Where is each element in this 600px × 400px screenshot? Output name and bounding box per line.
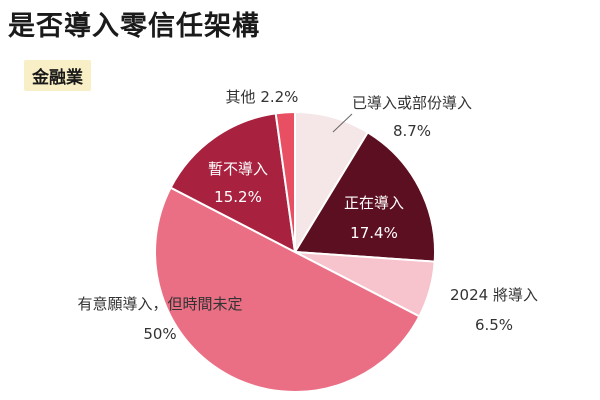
industry-badge: 金融業 xyxy=(24,60,91,91)
pie-slice-undecided xyxy=(154,186,421,393)
pie-slice-in-progress xyxy=(293,131,437,263)
slice-value-2024: 6.5% xyxy=(475,316,513,334)
slice-value-adopted: 8.7% xyxy=(393,122,431,140)
leader-line-adopted xyxy=(332,113,353,133)
slice-label-undecided: 有意願導入，但時間未定 xyxy=(77,295,242,313)
slice-value-not-adopting: 15.2% xyxy=(214,188,262,206)
slice-value-undecided: 50% xyxy=(143,325,176,343)
slice-label-2024: 2024 將導入 xyxy=(450,286,538,304)
pie-slice-not-adopting xyxy=(169,112,297,254)
slice-label-other: 其他 2.2% xyxy=(226,88,299,106)
slice-label-not-adopting: 暫不導入 xyxy=(208,160,268,178)
slice-value-in-progress: 17.4% xyxy=(350,224,398,242)
pie-slice-other xyxy=(274,110,296,253)
slice-label-adopted: 已導入或部份導入 xyxy=(352,94,472,112)
slice-label-in-progress: 正在導入 xyxy=(344,194,404,212)
chart-title: 是否導入零信任架構 xyxy=(8,11,260,42)
